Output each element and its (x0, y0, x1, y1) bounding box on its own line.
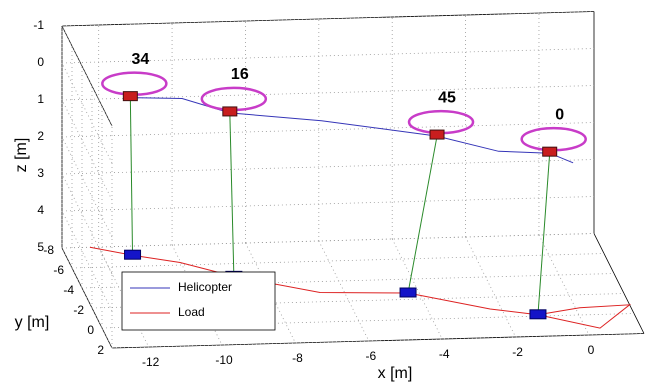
z-tick-label: 2 (37, 129, 44, 143)
grid-line (61, 196, 595, 212)
legend-label: Helicopter (178, 280, 232, 294)
x-tick-label: -2 (512, 345, 523, 359)
grid-line (71, 253, 605, 269)
grid-line (61, 233, 595, 249)
rope (537, 153, 551, 315)
y-tick-label: 2 (97, 343, 104, 357)
grid-line (465, 236, 516, 338)
x-tick-label: -4 (439, 347, 450, 361)
y-tick-label: 0 (87, 323, 94, 337)
trajectory-line (89, 246, 632, 329)
x-tick-label: 0 (588, 343, 595, 357)
trajectory-line (130, 97, 574, 164)
rope (407, 135, 438, 294)
helicopter-marker (542, 146, 558, 157)
x-tick-label: -6 (365, 349, 376, 363)
z-axis-label: z [m] (13, 138, 30, 173)
rope (129, 97, 134, 256)
helicopter-marker (222, 106, 238, 117)
axis-edge (61, 25, 113, 127)
legend-label: Load (178, 305, 205, 319)
grid-line (61, 173, 113, 275)
grid-line (111, 333, 645, 349)
grid-line (61, 136, 113, 238)
y-tick-label: -4 (63, 283, 74, 297)
axis-edge (593, 233, 645, 334)
z-tick-label: -1 (33, 18, 44, 32)
y-tick-label: -6 (53, 263, 64, 277)
snapshot-label: 34 (131, 51, 149, 68)
z-tick-label: 0 (37, 55, 44, 69)
grid-line (318, 240, 370, 342)
z-tick-label: 4 (37, 203, 44, 217)
snapshot-label: 45 (438, 89, 456, 106)
grid-line (61, 11, 595, 27)
load-marker (399, 287, 417, 298)
rope (229, 112, 235, 277)
grid-line (61, 99, 113, 201)
x-axis-label: x [m] (378, 365, 413, 382)
y-tick-label: -8 (43, 243, 54, 257)
x-tick-label: -8 (292, 351, 303, 365)
grid-line (61, 122, 595, 138)
load-marker (529, 309, 547, 320)
x-tick-label: -10 (215, 353, 233, 367)
snapshot-label: 16 (231, 66, 249, 83)
helicopter-marker (122, 91, 138, 102)
load-marker (124, 249, 142, 260)
helicopter-marker (429, 129, 445, 140)
x-tick-label: -12 (142, 355, 160, 369)
y-tick-label: -2 (73, 303, 84, 317)
z-tick-label: 5 (37, 240, 44, 254)
snapshot-label: 0 (555, 106, 564, 123)
z-tick-label: 3 (37, 166, 44, 180)
grid-line (61, 159, 595, 175)
grid-line (61, 48, 595, 64)
z-tick-label: 1 (37, 92, 44, 106)
axis-edge (61, 247, 113, 349)
legend-box (121, 271, 276, 331)
y-axis-label: y [m] (15, 314, 50, 331)
